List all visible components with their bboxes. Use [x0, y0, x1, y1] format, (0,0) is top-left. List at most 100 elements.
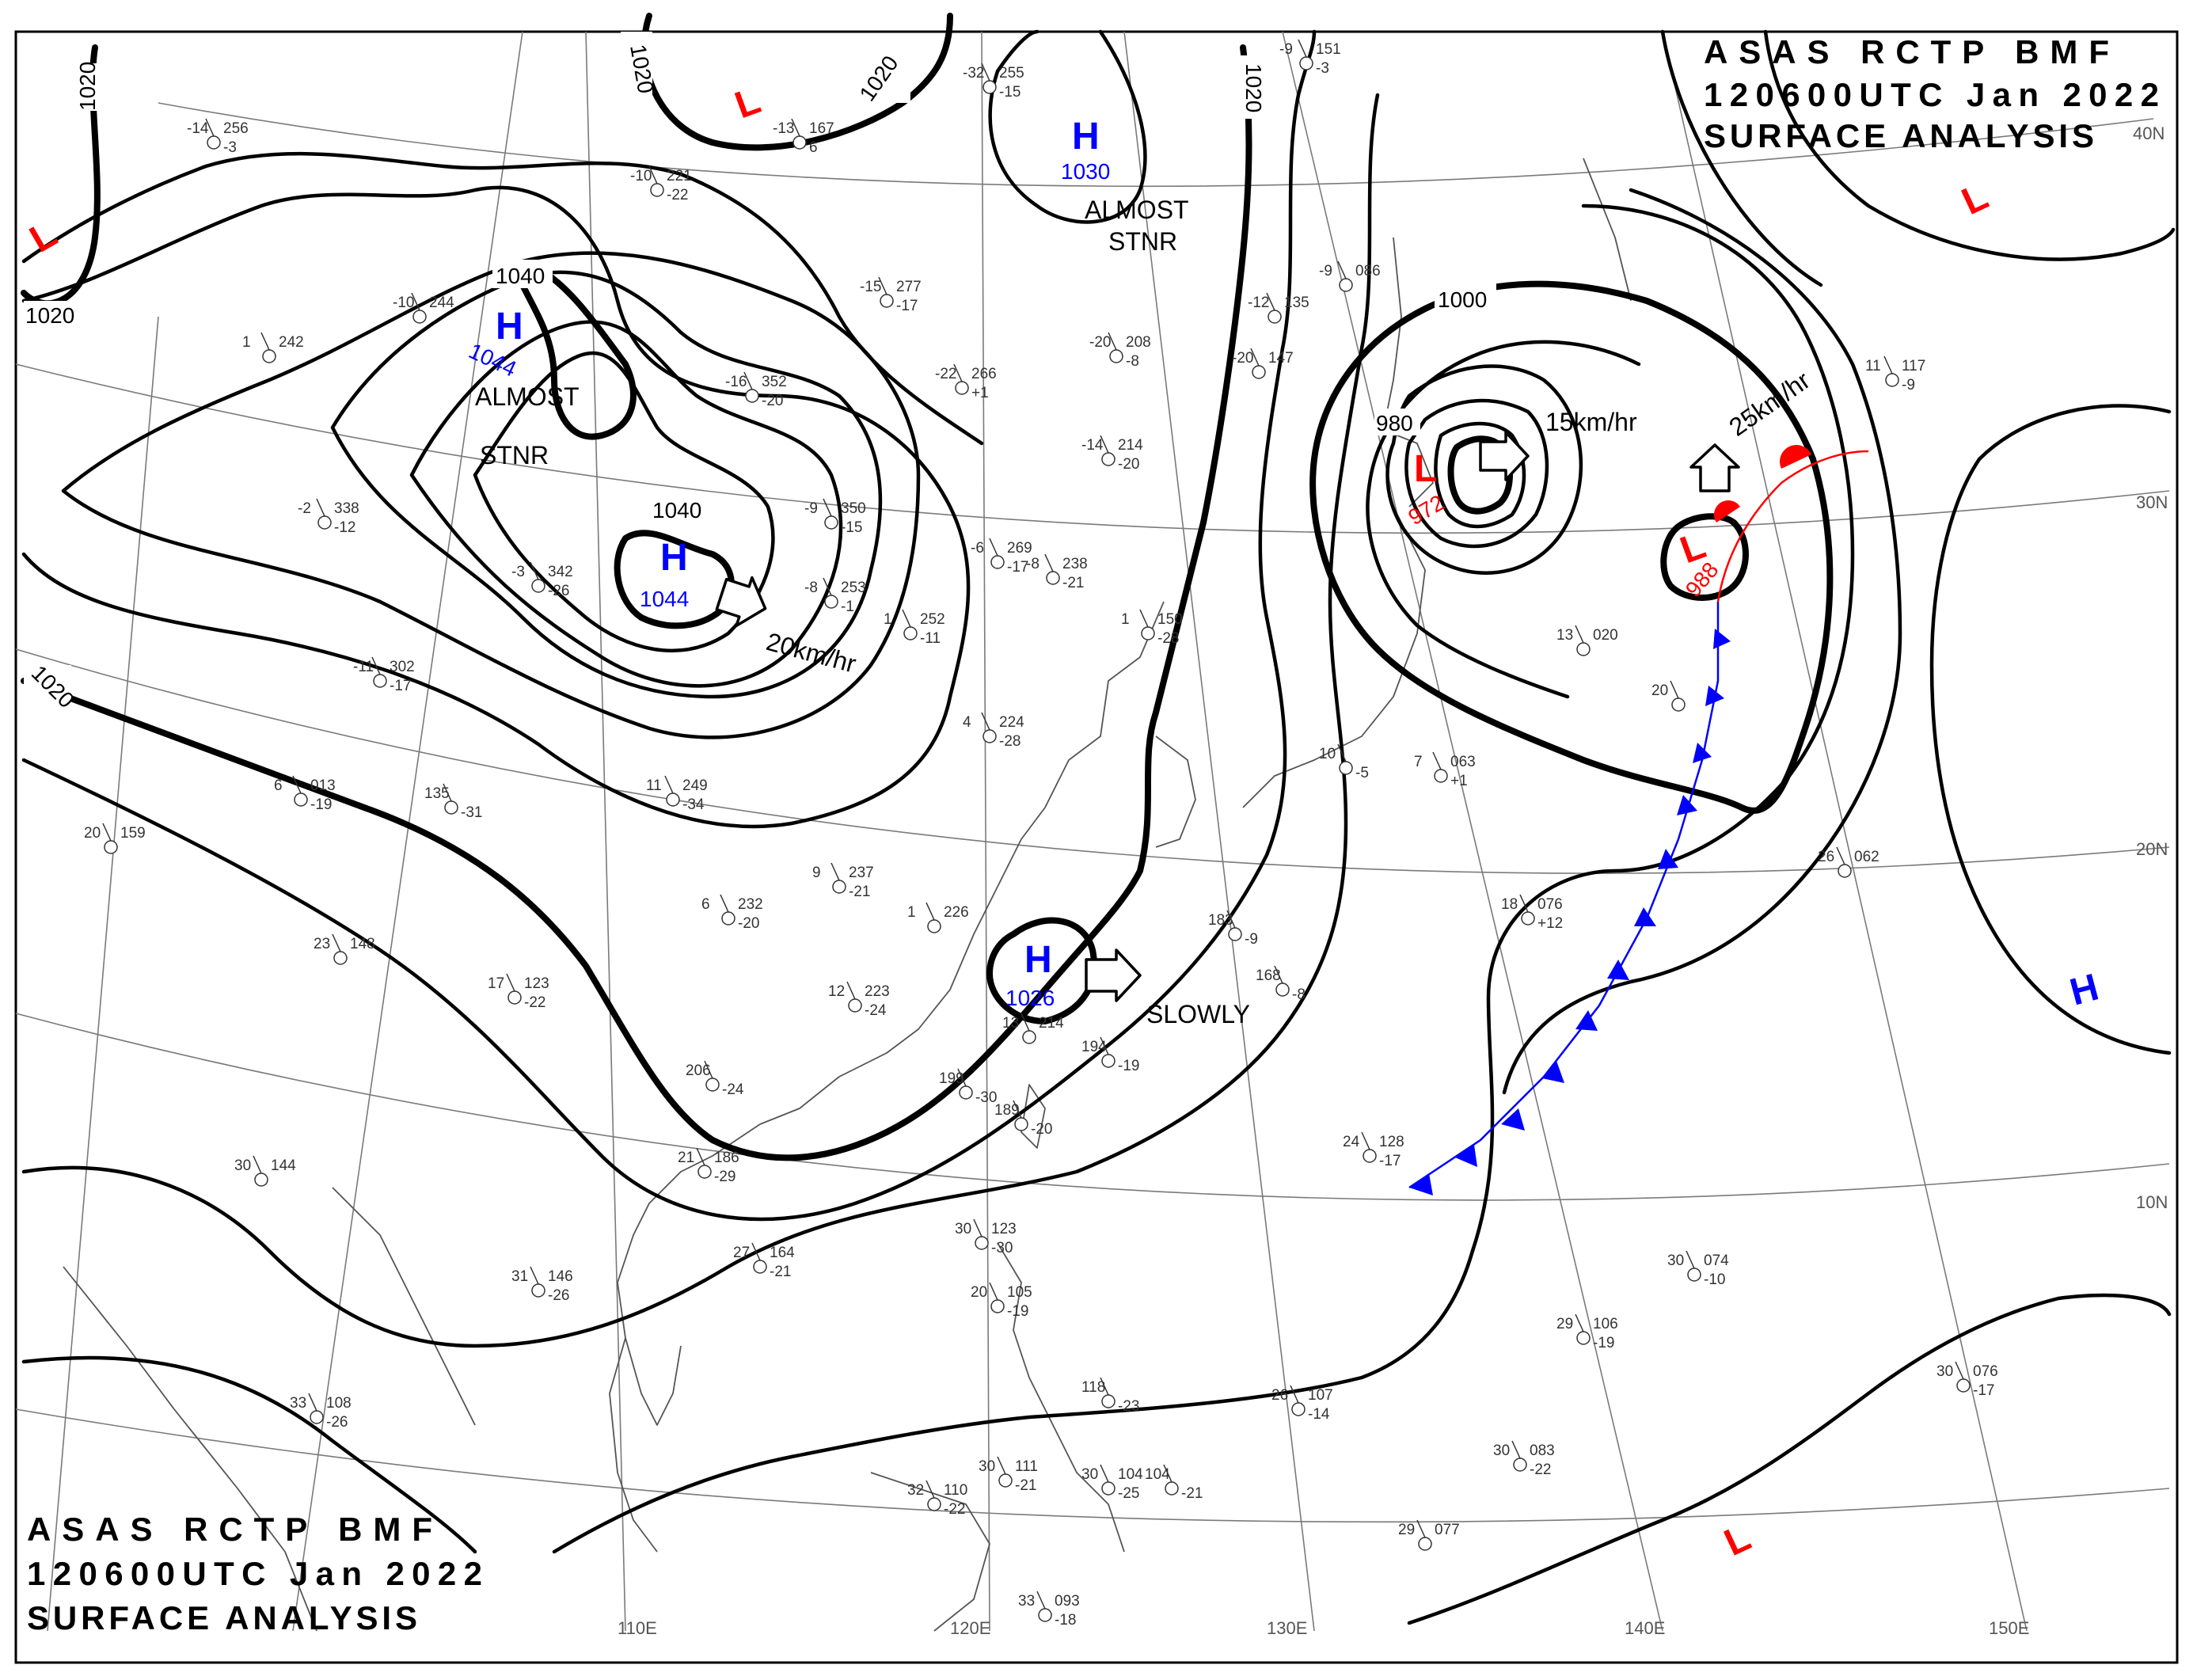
high-center-marker: H: [496, 306, 523, 348]
lon-label: 130E: [1267, 1618, 1307, 1638]
high-pressure-value: 1026: [1005, 986, 1055, 1010]
station-pressure: 350: [841, 500, 866, 517]
graticule-labels: 110E 120E 130E 140E 150E 40N 30N 20N 10N: [618, 124, 2168, 1638]
arrow-east-1044: [715, 576, 767, 628]
station-circle: [959, 1085, 973, 1100]
station-temperature: 183: [1208, 912, 1233, 929]
coast-sakhalin: [1385, 237, 1402, 420]
station-circle: [1418, 1537, 1432, 1551]
station-circle: [1014, 1117, 1028, 1131]
station-circle: [333, 951, 348, 965]
station-temperature: 11: [646, 777, 662, 794]
wind-barb: [751, 1242, 761, 1261]
station-plot: 1 150 -28: [1121, 609, 1183, 647]
station-pressure: 117: [1902, 358, 1925, 374]
station-pressure: 093: [1055, 1593, 1080, 1610]
station-circle: [982, 80, 997, 94]
wind-barb: [973, 1218, 982, 1237]
station-tendency: -17: [896, 298, 918, 314]
warm-front-semicircles: [1713, 445, 1811, 523]
isobar-1030-ring: [988, 29, 1147, 224]
isobar-tibet-1: [21, 185, 971, 829]
lon-label: 120E: [950, 1618, 990, 1638]
coastlines: [63, 158, 1632, 1632]
station-circle: [294, 792, 308, 807]
fronts: [1408, 445, 1869, 1195]
station-temperature: 18: [1501, 896, 1518, 913]
wind-barb: [332, 933, 341, 952]
station-temperature: 20: [84, 825, 101, 842]
wind-barb: [1298, 39, 1307, 58]
wind-barb: [989, 538, 998, 557]
station-circle: [373, 674, 387, 688]
station-plot: 18 076 +12: [1501, 894, 1563, 932]
station-circle: [444, 800, 458, 815]
station-temperature: 29: [1398, 1522, 1415, 1538]
station-pressure: 256: [223, 120, 249, 137]
station-plot: 29 077: [1398, 1519, 1460, 1551]
station-circle: [998, 1473, 1013, 1488]
station-temperature: 32: [907, 1482, 924, 1499]
wind-barb: [878, 276, 887, 295]
station-tendency: -3: [1316, 60, 1329, 77]
station-tendency: -22: [1530, 1461, 1551, 1478]
station-plot: -9 350 -15: [804, 498, 866, 536]
station-plot: 21 186 -29: [678, 1147, 739, 1185]
station-circle: [254, 1173, 268, 1187]
isobar-south-4: [552, 1249, 1475, 1554]
station-circle: [903, 626, 918, 640]
station-pressure: 110: [944, 1482, 967, 1499]
lon-label: 150E: [1989, 1618, 2029, 1638]
wind-barb: [443, 783, 452, 802]
station-pressure: 277: [896, 279, 922, 295]
station-pressure: 269: [1007, 540, 1032, 557]
station-temperature: -8: [804, 580, 818, 596]
station-tendency: -21: [849, 884, 870, 900]
station-temperature: -15: [860, 279, 881, 295]
isobar-label: 1040: [496, 264, 545, 288]
lat-label: 40N: [2133, 124, 2164, 143]
wind-barb: [1013, 1100, 1022, 1119]
station-circle: [927, 1497, 941, 1511]
station-plot: 30 123 -30: [955, 1218, 1017, 1256]
station-temperature: 30: [1493, 1442, 1510, 1459]
wind-barb: [1100, 1377, 1109, 1396]
wind-barb: [1511, 1440, 1521, 1459]
isobar-low-1: [1385, 364, 1583, 575]
station-pressure: 214: [1039, 1015, 1064, 1032]
station-pressure: 077: [1435, 1522, 1460, 1538]
station-circle: [1165, 1481, 1179, 1496]
station-tendency: -19: [1007, 1303, 1028, 1320]
wind-barb: [1519, 894, 1529, 913]
station-plot: 13 020: [1556, 625, 1618, 656]
arrow-east-1026: [1085, 948, 1142, 1002]
station-tendency: -17: [1379, 1153, 1401, 1169]
station-plot: 33 093 -18: [1018, 1591, 1080, 1629]
station-tendency: -25: [1118, 1485, 1139, 1502]
wind-barb: [981, 63, 990, 82]
station-pressure: 242: [279, 334, 304, 351]
station-temperature: 10: [1319, 746, 1336, 762]
station-temperature: -10: [630, 168, 652, 184]
station-tendency: -19: [1118, 1058, 1139, 1074]
title-line: 120600UTC Jan 2022: [1704, 76, 2161, 113]
station-temperature: 6: [274, 777, 283, 794]
coast-malaysia: [609, 1337, 658, 1553]
station-plot: -6 269 -17: [971, 538, 1032, 576]
station-circle: [1252, 365, 1266, 379]
station-plot: 11 249 -34: [646, 775, 708, 813]
station-plot: -13 167 6: [773, 118, 834, 156]
station-tendency: -17: [390, 678, 411, 694]
graticule: [15, 31, 2170, 1632]
station-plot: 30 111 -21: [979, 1456, 1038, 1494]
station-temperature: -9: [804, 500, 818, 517]
station-tendency: -20: [738, 915, 759, 932]
low-center-marker: L: [1414, 448, 1437, 490]
station-circle: [1022, 1030, 1036, 1044]
station-pressure: 186: [714, 1150, 739, 1166]
station-plot: 4 224 -28: [963, 712, 1024, 750]
station-circle: [531, 1283, 545, 1298]
station-temperature: 11: [1865, 358, 1881, 374]
station-plot: -11 302 -17: [353, 656, 415, 694]
station-plot: 30 104 -25: [1081, 1464, 1143, 1502]
